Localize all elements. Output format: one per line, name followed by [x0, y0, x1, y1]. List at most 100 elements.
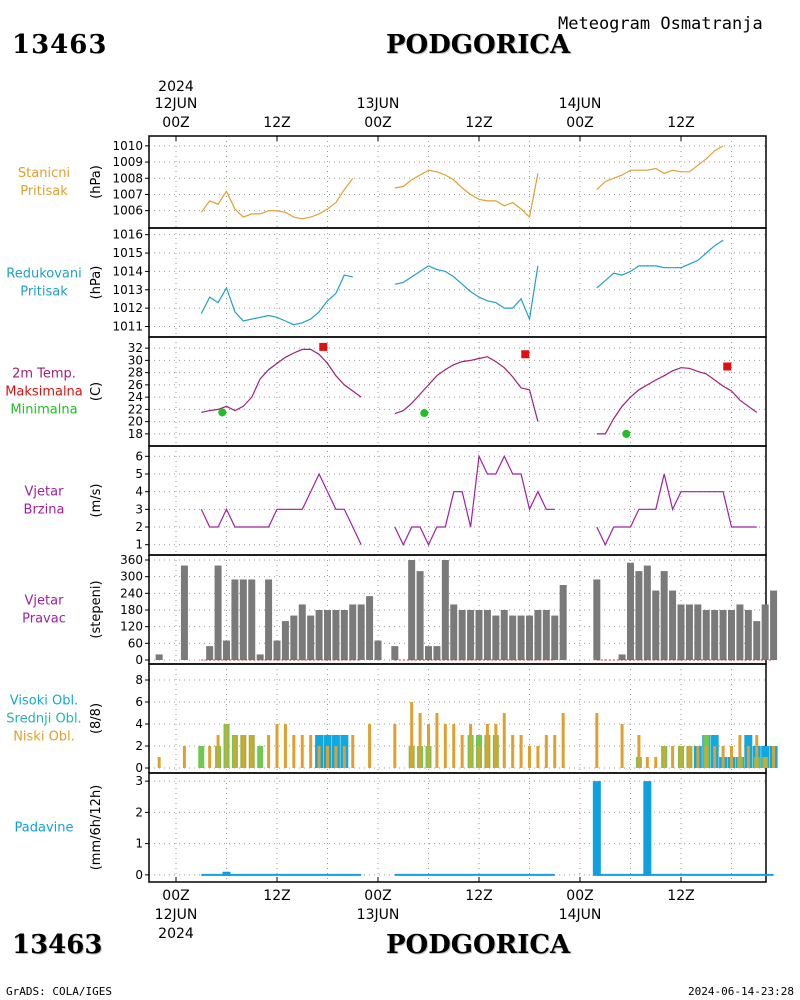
- low-cloud-bar: [713, 746, 717, 768]
- timestamp-label: 2024-06-14-23:28: [688, 985, 794, 998]
- station-id-top: 13463: [12, 30, 108, 60]
- wind-direction-bar: [660, 571, 668, 660]
- time-label-top-hour: 00Z: [162, 115, 189, 131]
- y-tick-label: 28: [128, 366, 143, 380]
- y-tick-label: 1012: [112, 301, 143, 315]
- low-cloud-bar: [595, 713, 599, 768]
- low-cloud-bar: [267, 735, 271, 768]
- station-id-bottom: 13463: [12, 930, 103, 960]
- time-label-top-hour: 00Z: [364, 115, 391, 131]
- y-tick-label: 0: [135, 653, 143, 667]
- y-tick-label: 180: [120, 603, 143, 617]
- time-label-top-date: 14JUN: [559, 96, 602, 112]
- low-cloud-bar: [460, 735, 464, 768]
- wind-direction-bar: [450, 604, 458, 660]
- low-cloud-bar: [704, 746, 708, 768]
- time-label-bottom-hour: 00Z: [566, 888, 593, 904]
- low-cloud-bar: [208, 746, 212, 768]
- low-cloud-bar: [334, 746, 338, 768]
- reduced-pressure-line: [394, 265, 539, 322]
- wind-direction-bar: [652, 590, 660, 660]
- time-label-top-hour: 12Z: [667, 115, 694, 131]
- panel-frame-station-pressure: [148, 135, 767, 229]
- low-cloud-bar: [662, 746, 666, 768]
- wind-direction-bar: [736, 604, 744, 660]
- wind-direction-bar: [694, 604, 702, 660]
- low-cloud-bar: [696, 746, 700, 768]
- low-cloud-bar: [730, 746, 733, 768]
- wind-direction-bar: [559, 585, 567, 660]
- y-tick-label: 300: [120, 570, 143, 584]
- temperature-line: [394, 356, 539, 422]
- y-tick-label: 1014: [112, 264, 143, 278]
- temperature-line: [201, 348, 362, 413]
- unit-label-precipitation: (mm/6h/12h): [89, 785, 104, 871]
- panel-frame-temperature: [148, 336, 767, 447]
- low-cloud-bar: [679, 746, 683, 768]
- y-tick-label: 3: [135, 502, 143, 516]
- low-cloud-bar: [275, 724, 279, 768]
- y-tick-label: 1015: [112, 246, 143, 260]
- panel-label-station-pressure: Pritisak: [20, 184, 68, 199]
- low-cloud-bar: [772, 746, 776, 768]
- y-tick-label: 1008: [112, 171, 143, 185]
- wind-direction-bar: [526, 615, 533, 660]
- panel-label-wind-speed: Vjetar: [25, 485, 65, 500]
- wind-direction-bar: [770, 590, 778, 660]
- y-tick-label: 0: [135, 761, 143, 775]
- low-cloud-bar: [721, 746, 725, 768]
- panel-frame-reduced-pressure: [148, 227, 767, 338]
- y-tick-label: 2: [135, 739, 143, 753]
- low-cloud-bar: [746, 746, 750, 768]
- low-cloud-bar: [342, 746, 346, 768]
- y-tick-label: 20: [128, 415, 143, 429]
- tmax-marker: [521, 350, 530, 359]
- low-cloud-bar: [225, 724, 228, 768]
- wind-direction-bar: [677, 604, 685, 660]
- wind-direction-bar: [239, 579, 247, 660]
- time-label-top-hour: 12Z: [465, 115, 492, 131]
- wind-direction-bar: [702, 610, 710, 660]
- wind-direction-bar: [551, 615, 559, 660]
- y-tick-label: 0: [135, 868, 143, 882]
- precipitation-bar: [222, 871, 231, 876]
- tmin-marker: [420, 409, 429, 418]
- y-tick-label: 1013: [112, 283, 143, 297]
- wind-direction-bar: [517, 615, 525, 660]
- time-label-top-date: 12JUN: [155, 96, 198, 112]
- time-label-top-date: 13JUN: [357, 96, 400, 112]
- time-label-bottom-hour: 00Z: [364, 888, 391, 904]
- y-tick-label: 6: [135, 449, 143, 463]
- low-cloud-bar: [511, 735, 515, 768]
- y-tick-label: 1: [135, 538, 143, 552]
- low-cloud-bar: [687, 746, 691, 768]
- low-cloud-bar: [300, 735, 304, 768]
- city-title-top: PODGORICA: [386, 30, 571, 60]
- wind-speed-line: [200, 472, 362, 545]
- panel-label-temperature: Maksimalna: [5, 385, 83, 400]
- reduced-pressure-line: [200, 274, 353, 326]
- time-label-top-year: 2024: [158, 79, 194, 95]
- panel-label-wind-speed: Brzina: [24, 503, 65, 518]
- low-cloud-bar: [418, 713, 422, 768]
- wind-direction-bar: [534, 610, 542, 660]
- y-tick-label: 1016: [112, 228, 143, 242]
- y-tick-label: 3: [135, 774, 143, 788]
- low-cloud-bar: [553, 735, 557, 768]
- panel-label-reduced-pressure: Redukovani: [6, 267, 81, 282]
- low-cloud-bar: [528, 746, 531, 768]
- low-cloud-bar: [309, 735, 313, 768]
- tmin-marker: [622, 429, 631, 438]
- low-cloud-bar: [620, 724, 624, 768]
- y-tick-label: 240: [120, 586, 143, 600]
- tmax-marker: [319, 342, 328, 351]
- y-tick-label: 120: [120, 620, 143, 634]
- low-cloud-bar: [477, 746, 481, 768]
- panel-label-temperature: 2m Temp.: [12, 367, 76, 382]
- station-pressure-line: [596, 145, 724, 191]
- y-tick-label: 6: [135, 695, 143, 709]
- wind-direction-bar: [593, 579, 601, 660]
- time-label-bottom-date: 13JUN: [357, 907, 400, 923]
